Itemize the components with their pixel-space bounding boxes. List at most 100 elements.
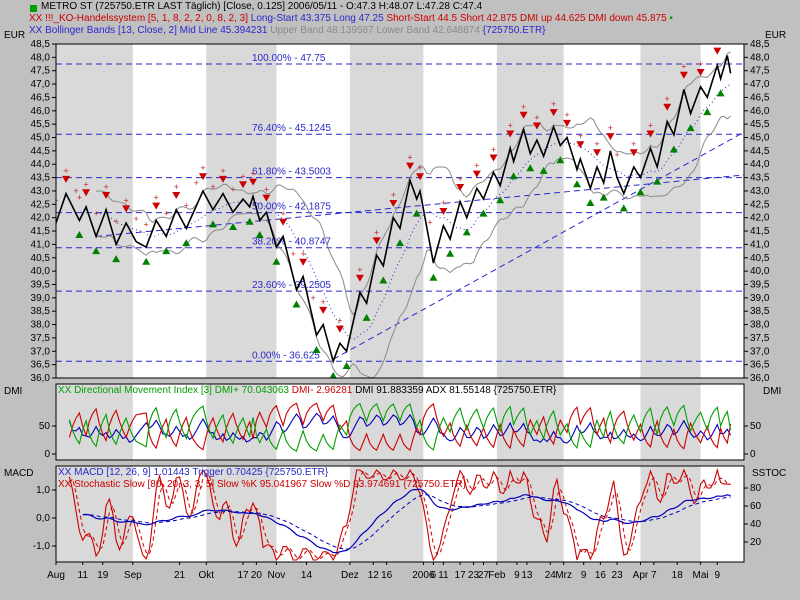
sell-signal-triangle (629, 149, 638, 157)
time-axis-label: 9 (715, 570, 721, 581)
header-segment: DMI down 45.875 (588, 13, 670, 24)
stop-plus-mark: + (457, 174, 462, 184)
stop-plus-mark: + (614, 150, 619, 160)
macd-line (82, 488, 731, 554)
price-axis-label-right: 36,5 (750, 360, 770, 371)
sell-signal-triangle (406, 162, 415, 170)
price-axis-label-left: 44,5 (31, 146, 51, 157)
sell-signal-triangle (152, 202, 161, 210)
sell-signal-triangle (456, 183, 465, 191)
time-axis-label: 20 (251, 570, 263, 581)
stoch-axis-label: 60 (750, 501, 762, 512)
buy-signal-triangle (479, 209, 488, 217)
buy-signal-triangle (636, 188, 645, 196)
buy-signal-triangle (686, 124, 695, 132)
header-segment: Long-Start 43.375 Long 47.25 (250, 13, 387, 24)
price-axis-label-right: 39,0 (750, 293, 770, 304)
stop-plus-mark: + (280, 209, 285, 219)
stoch-axis-label: 20 (750, 537, 762, 548)
sell-signal-triangle (279, 218, 288, 226)
time-axis-label: 24 (545, 570, 557, 581)
stop-plus-mark: + (124, 195, 129, 205)
dmi-panel-label-right: DMI (763, 386, 782, 397)
month-stripe (349, 44, 424, 378)
price-axis-label-left: 42,0 (31, 213, 51, 224)
fib-level-label: 50.00% - 42.1875 (252, 202, 331, 213)
header-segment: XX Stochastic Slow [80, 20, 3, 3, 5] Slo… (58, 479, 467, 490)
stop-plus-mark: + (240, 171, 245, 181)
price-axis-label-left: 41,0 (31, 239, 51, 250)
header-segment: METRO ST (725750.ETR LAST Täglich) [Clos… (41, 1, 483, 12)
header-segment: DMI 91.883359 ADX 81.55148 (355, 385, 494, 396)
trendline (96, 174, 744, 237)
price-axis-label-left: 36,0 (31, 373, 51, 384)
price-axis-label-left: 37,0 (31, 346, 51, 357)
adx-line (68, 412, 732, 444)
fib-level-label: 23.60% - 39.2505 (252, 280, 331, 291)
stop-plus-mark: + (264, 185, 269, 195)
panel-border (55, 383, 745, 461)
dmi-plus-line (68, 402, 732, 452)
buy-signal-triangle (362, 313, 371, 321)
price-axis-label-left: 43,0 (31, 186, 51, 197)
price-axis-label-right: 37,5 (750, 333, 770, 344)
macd-panel-graphics (68, 467, 731, 562)
buy-signal-triangle (496, 196, 505, 204)
buy-signal-triangle (669, 145, 678, 153)
month-stripe (349, 466, 424, 562)
stoch-k-line (68, 467, 731, 562)
stop-plus-mark: + (665, 94, 670, 104)
header-segment: ▪ (669, 13, 673, 24)
sell-signal-triangle (606, 133, 615, 141)
stop-plus-mark: + (508, 120, 513, 130)
sell-signal-triangle (319, 306, 328, 314)
buy-signal-triangle (182, 239, 191, 247)
buy-signal-triangle (142, 257, 151, 265)
sell-signal-triangle (696, 69, 705, 77)
buy-signal-triangle (75, 231, 84, 239)
sell-signal-triangle (335, 325, 344, 333)
buy-signal-triangle (539, 166, 548, 174)
stop-plus-mark: + (200, 163, 205, 173)
fib-level-label: 76.40% - 45.1245 (252, 123, 331, 134)
sell-signal-triangle (593, 149, 602, 157)
stop-plus-mark: + (551, 99, 556, 109)
buy-signal-triangle (573, 180, 582, 188)
price-axis-label-left: 45,0 (31, 133, 51, 144)
buy-signal-triangle (272, 257, 281, 265)
sell-signal-triangle (122, 205, 131, 213)
stop-plus-mark: + (77, 193, 82, 203)
price-axis-label-right: 47,5 (750, 66, 770, 77)
fib-level-label: 61.80% - 43.5003 (252, 167, 331, 178)
stop-plus-mark: + (134, 214, 139, 224)
stop-plus-mark: + (474, 161, 479, 171)
time-axis-label: Aug (47, 570, 65, 581)
price-axis-label-right: 45,0 (750, 133, 770, 144)
price-axis-label-right: 46,5 (750, 92, 770, 103)
price-axis-label-left: 47,5 (31, 66, 51, 77)
time-axis-label: 2006 (412, 570, 435, 581)
time-axis-label: 12 (368, 570, 380, 581)
price-axis-label-left: 48,0 (31, 52, 51, 63)
trading-system-header: XX !!!_KO-Handelssystem [5, 1, 8, 2, 2, … (29, 13, 673, 25)
stop-plus-mark: + (164, 209, 169, 219)
sell-signal-triangle (172, 191, 181, 199)
stop-plus-mark: + (427, 217, 432, 227)
sell-signal-triangle (646, 130, 655, 138)
stop-plus-mark: + (631, 139, 636, 149)
price-axis-label-right: 43,5 (750, 173, 770, 184)
time-axis-label: 14 (301, 570, 313, 581)
time-axis-label: 17 (237, 570, 249, 581)
price-axis-label-right: 43,0 (750, 186, 770, 197)
buy-signal-triangle (446, 249, 455, 257)
stop-plus-mark: + (290, 249, 295, 259)
stop-plus-mark: + (144, 219, 149, 229)
sell-signal-triangle (713, 47, 722, 55)
sell-signal-triangle (519, 111, 528, 119)
fib-level-label: 100.00% - 47.75 (252, 53, 326, 64)
time-axis-label: Sep (124, 570, 142, 581)
buy-signal-triangle (526, 164, 535, 172)
buy-signal-triangle (112, 255, 121, 263)
sell-signal-triangle (439, 208, 448, 215)
